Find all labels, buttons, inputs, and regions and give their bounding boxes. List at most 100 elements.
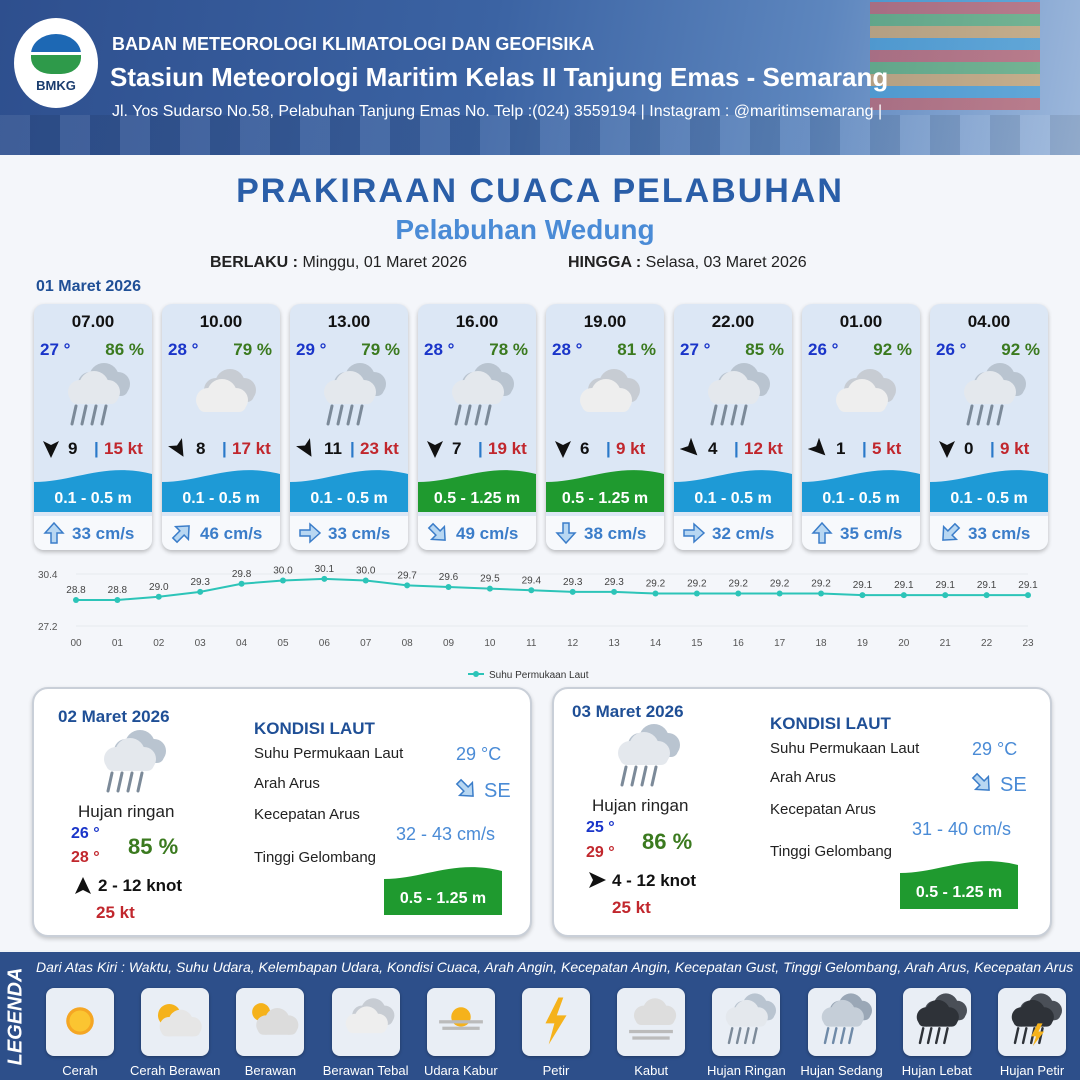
light-rain-icon: [708, 363, 770, 426]
y-tick-label: 30.4: [38, 570, 58, 581]
current-direction-arrow-icon: [43, 521, 65, 544]
wind-direction-arrow-icon: [808, 438, 826, 456]
hourly-current-speed: 35 cm/s: [840, 524, 903, 543]
wave-icon: [546, 470, 664, 512]
data-point: [693, 590, 700, 597]
data-point: [652, 590, 659, 597]
hourly-gust: 17 kt: [232, 439, 271, 458]
hourly-current: 32 cm/s: [674, 516, 792, 550]
data-label: 29.8: [232, 569, 252, 580]
header-decoration: [0, 115, 1080, 155]
x-tick-label: 15: [691, 638, 703, 649]
data-label: 29.3: [604, 577, 624, 588]
data-label: 30.1: [315, 564, 335, 575]
x-tick-label: 05: [277, 638, 289, 649]
hourly-wind: 1 | 5 kt: [808, 438, 916, 460]
hourly-temperature: 28 °: [424, 340, 455, 359]
data-label: 29.7: [397, 570, 417, 581]
haze-icon: [438, 1007, 483, 1030]
x-tick-label: 23: [1022, 638, 1034, 649]
wind-direction-arrow-icon: [939, 441, 955, 458]
legend-item: [426, 988, 495, 1056]
data-label: 29.1: [935, 580, 955, 591]
hourly-current-speed: 49 cm/s: [456, 524, 519, 543]
current-direction-arrow-icon: [683, 522, 706, 544]
data-point: [776, 590, 783, 597]
hourly-gust: 19 kt: [488, 439, 527, 458]
day2-sst-value: 29 °C: [456, 744, 502, 764]
day3-current-speed: 31 - 40 cm/s: [912, 819, 1012, 839]
legend-item-label: Udara Kabur: [423, 1063, 498, 1078]
port-name: Pelabuhan Wedung: [395, 214, 655, 245]
day3-card: 03 Maret 2026 Hujan ringan 25 ° 29 ° 86 …: [552, 687, 1052, 937]
wind-direction-arrow-icon: [168, 438, 184, 457]
hourly-separator: |: [222, 439, 227, 458]
bmkg-logo-text: BMKG: [36, 77, 76, 93]
hourly-humidity: 78 %: [489, 340, 528, 359]
light-rain-icon: [324, 363, 386, 426]
hourly-time: 16.00: [455, 312, 499, 331]
legend-item-label: Cerah Berawan: [130, 1063, 221, 1078]
x-tick-label: 14: [650, 638, 662, 649]
hourly-wind-speed: 9: [68, 439, 78, 458]
hourly-wind-speed: 0: [964, 439, 974, 458]
x-tick-label: 21: [940, 638, 952, 649]
light-rain-icon: [726, 993, 777, 1045]
hourly-wind: 8 | 17 kt: [168, 438, 276, 460]
data-point: [569, 588, 576, 595]
hourly-wind: 4 | 12 kt: [680, 438, 788, 460]
day3-wind-arrow-icon: [589, 872, 606, 888]
data-label: 29.2: [811, 579, 831, 590]
data-label: 29.1: [853, 580, 873, 591]
day2-condition: Hujan ringan: [78, 802, 175, 821]
hourly-current-speed: 38 cm/s: [584, 524, 647, 543]
thick-cloudy-icon: [196, 369, 256, 412]
data-label: 29.0: [149, 582, 169, 593]
data-label: 29.3: [190, 577, 210, 588]
hourly-card: 01.00 26 ° 92 % 1 | 5 kt 0.1 - 0.5 m 35 …: [802, 304, 920, 550]
data-point: [73, 597, 79, 603]
legend-item-label: Petir: [542, 1063, 570, 1078]
day3-wind-speed: 4 - 12 knot: [612, 871, 697, 890]
day2-current-speed: 32 - 43 cm/s: [396, 824, 496, 844]
hourly-wave-height: 0.5 - 1.25 m: [433, 490, 521, 507]
legend-title-text: LEGENDA: [4, 967, 27, 1065]
hourly-temperature: 27 °: [40, 340, 71, 359]
data-label: 30.0: [273, 566, 293, 577]
current-direction-arrow-icon: [555, 522, 577, 545]
hourly-humidity: 79 %: [361, 340, 400, 359]
hourly-time: 22.00: [711, 312, 755, 331]
legend-item: [807, 988, 876, 1056]
day3-light-rain-icon: [618, 724, 680, 787]
hourly-current-speed: 33 cm/s: [72, 524, 135, 543]
thunderstorm-icon: [1011, 993, 1062, 1047]
current-direction-arrow-icon: [299, 522, 322, 544]
data-label: 30.0: [356, 566, 376, 577]
day3-current-dir-label: Arah Arus: [770, 769, 836, 786]
data-label: 29.3: [563, 577, 583, 588]
day2-temp-max: 28 °: [71, 849, 100, 866]
data-label: 29.4: [522, 575, 542, 586]
hourly-humidity: 86 %: [105, 340, 144, 359]
station-name: Stasiun Meteorologi Maritim Kelas II Tan…: [110, 62, 889, 92]
hourly-wave-height: 0.1 - 0.5 m: [54, 490, 132, 507]
wind-direction-arrow-icon: [43, 441, 59, 458]
data-label: 29.2: [729, 579, 749, 590]
legend-item-label: Kabut: [634, 1063, 669, 1078]
data-point: [611, 588, 618, 595]
hourly-separator: |: [478, 439, 483, 458]
day3-gust: 25 kt: [612, 898, 651, 917]
legend-item-label: Hujan Ringan: [707, 1063, 786, 1078]
cloudy-sun-icon: [252, 1003, 299, 1035]
hourly-time: 19.00: [583, 312, 627, 331]
hourly-separator: |: [350, 439, 355, 458]
data-point: [735, 590, 742, 597]
legend-item: [522, 988, 590, 1056]
hourly-separator: |: [94, 439, 99, 458]
sea-surface-temperature-chart: 30.4 27.2 28.8 00 28.8 01 29.0 02 29.3 03 29.8 04 30…: [38, 564, 1038, 681]
page-title: PRAKIRAAN CUACA PELABUHAN: [236, 172, 844, 210]
hourly-card: 04.00 26 ° 92 % 0 | 9 kt 0.1 - 0.5 m 33 …: [930, 304, 1048, 550]
current-direction-arrow-icon: [942, 522, 961, 541]
hourly-current: 35 cm/s: [802, 516, 920, 550]
bmkg-logo-mark: [31, 33, 81, 74]
